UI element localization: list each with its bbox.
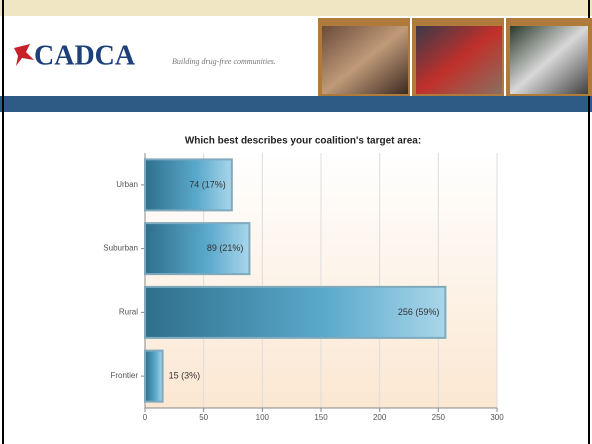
x-tick-label: 150 (314, 413, 328, 422)
x-tick-label: 300 (490, 413, 504, 422)
header-bar (0, 96, 592, 112)
top-band (0, 0, 592, 16)
photo (322, 26, 408, 94)
value-label: 256 (59%) (398, 307, 440, 317)
y-tick-label: Urban (116, 180, 138, 189)
value-label: 74 (17%) (189, 179, 226, 189)
y-tick-label: Frontier (110, 371, 138, 380)
x-tick-label: 50 (199, 413, 208, 422)
x-tick-label: 200 (373, 413, 387, 422)
tagline: Building drug-free communities. (172, 57, 276, 66)
value-label: 89 (21%) (207, 243, 244, 253)
photo (416, 26, 502, 94)
logo: CADCA (34, 40, 136, 71)
y-tick-label: Rural (119, 307, 138, 316)
chart-title: Which best describes your coalition's ta… (185, 136, 421, 147)
photo (510, 26, 588, 94)
x-tick-label: 250 (432, 413, 446, 422)
x-tick-label: 100 (256, 413, 270, 422)
bar (145, 351, 163, 402)
slide: CADCA Building drug-free communities. Wh… (0, 0, 592, 444)
x-tick-label: 0 (143, 413, 148, 422)
value-label: 15 (3%) (169, 371, 201, 381)
y-tick-label: Suburban (103, 244, 138, 253)
